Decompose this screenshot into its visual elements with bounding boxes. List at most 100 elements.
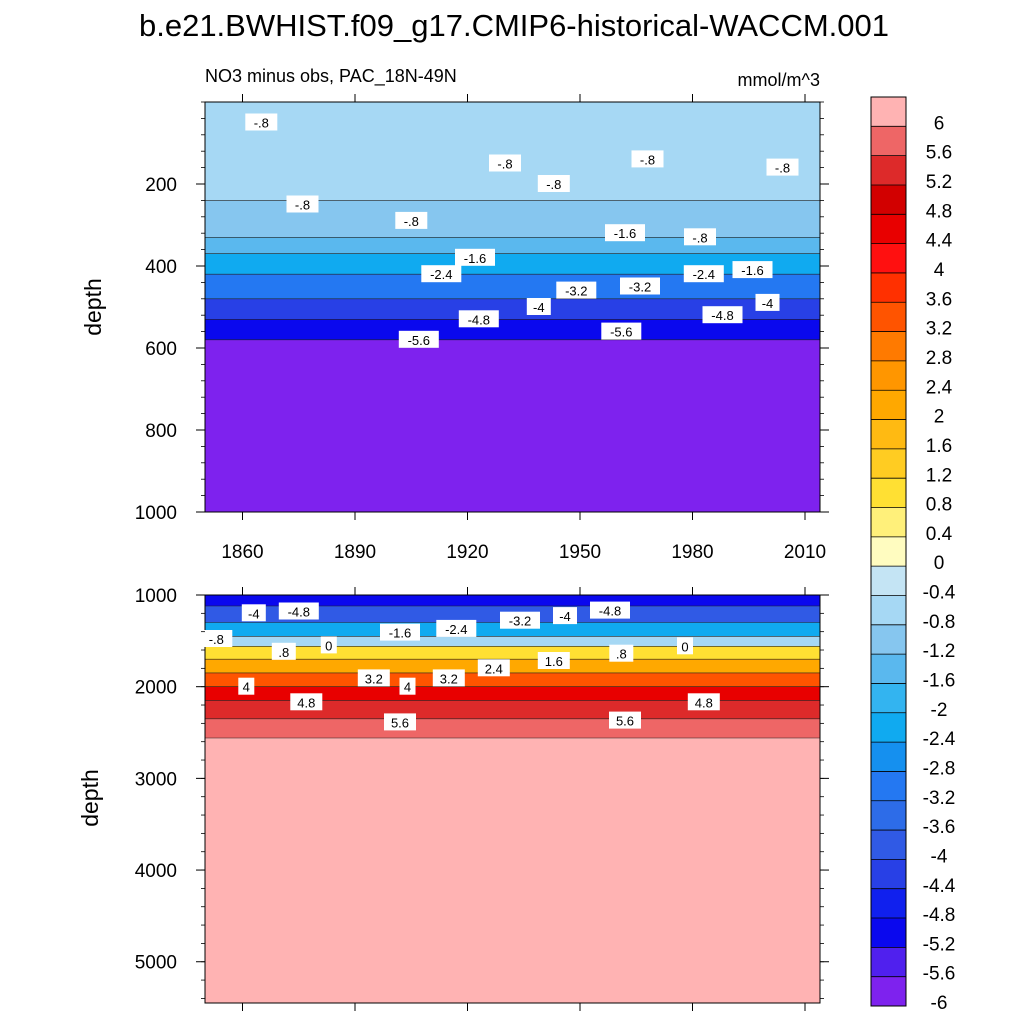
panel2-layer-10 [205,738,820,1003]
panel2-layer-8 [205,700,820,719]
colorbar-swatch-13 [871,478,906,508]
colorbar-swatch-20 [871,683,906,714]
panel1-layer-0 [205,102,820,201]
panel1-contour-label-13: -3.2 [556,281,597,299]
panel1-contour-label-4: -.8 [537,175,570,192]
colorbar-swatch-24 [871,800,906,831]
panel2-contour-label-12: 1.6 [537,652,570,669]
colorbar-label-30: -6 [931,993,948,1014]
panel1-contour-label-0: -.8 [245,113,278,131]
svg-text:-4.8: -4.8 [468,312,490,327]
svg-text:3.2: 3.2 [365,671,383,686]
panel1-contour-label-20: -5.6 [601,322,642,340]
svg-text:-5.6: -5.6 [610,325,632,340]
svg-text:-.8: -.8 [775,161,790,176]
panel1-layer-4 [205,274,820,299]
panel2-ytick-label-4: 5000 [135,953,177,974]
svg-text:5.6: 5.6 [616,714,634,729]
panel2-ytick-label-2: 3000 [135,769,177,790]
panel1-contour-label-6: -.8 [684,228,716,246]
panel1-ytick-label-2: 600 [145,339,177,360]
colorbar-label-4: 4.4 [926,231,953,252]
xtick-label-0: 1860 [221,542,263,563]
svg-text:-1.6: -1.6 [464,251,486,266]
svg-text:4.8: 4.8 [695,695,713,710]
colorbar-swatch-2 [871,155,906,186]
panel1-contour-label-5: -.8 [631,150,664,168]
colorbar-swatch-7 [871,302,906,332]
panel1-layer-3 [205,253,820,275]
colorbar-swatch-4 [871,214,906,245]
panel2-contour-label-6: -2.4 [436,619,477,637]
panel2-contour-label-0: -4 [241,604,266,622]
svg-text:-2.4: -2.4 [445,622,467,637]
colorbar-label-26: -4.4 [923,876,956,897]
svg-text:4.8: 4.8 [297,695,315,710]
panel2-contour-label-14: 3.2 [357,669,390,687]
svg-text:-1.6: -1.6 [741,263,763,278]
colorbar-label-2: 5.2 [926,172,952,193]
colorbar-label-25: -4 [931,847,948,868]
svg-text:.8: .8 [278,645,289,660]
colorbar-swatch-29 [871,947,906,978]
colorbar-label-16: -0.4 [923,583,956,604]
panel2-layer-7 [205,686,820,701]
panel2-contour-label-7: -3.2 [500,611,540,629]
svg-text:3.2: 3.2 [440,671,458,686]
panel1-contour-label-10: -1.6 [732,261,773,279]
colorbar-swatch-23 [871,771,906,802]
panel2-plot: -4 -4.8 -.8 0 .8 -1.6 -2.4 -3.2 -4 -4.8 0 .8 1.6 2.4 3… [135,586,829,1011]
svg-text:-4: -4 [559,609,571,624]
svg-text:5.6: 5.6 [391,715,409,730]
panel2-ytick-label-0: 1000 [135,586,177,607]
colorbar-swatch-3 [871,184,906,215]
panel2-contour-label-11: .8 [609,644,634,662]
svg-text:-3.2: -3.2 [629,280,651,295]
panel2-contour-label-8: -4 [553,607,577,625]
panel1-layer-7 [205,339,820,512]
panel1-layer-2 [205,237,820,254]
colorbar-label-13: 0.8 [926,495,952,516]
svg-text:-1.6: -1.6 [389,626,411,641]
colorbar-label-28: -5.2 [923,934,956,955]
colorbar-swatch-10 [871,390,906,420]
colorbar-label-11: 1.6 [926,436,952,457]
colorbar-swatch-1 [871,126,906,157]
svg-text:-.8: -.8 [295,198,310,213]
svg-text:-.8: -.8 [640,152,655,167]
colorbar-label-15: 0 [934,553,945,574]
panel1-contour-label-7: -.8 [766,158,799,176]
colorbar-swatch-12 [871,448,906,479]
panel1-contour-label-18: -4.8 [702,306,743,324]
colorbar-swatch-14 [871,507,906,538]
svg-text:-4.8: -4.8 [288,605,310,620]
panel1-contour-label-17: -4.8 [458,310,499,328]
panel1-contour-label-8: -1.6 [455,248,495,266]
colorbar-label-21: -2.4 [923,729,956,750]
colorbar-swatch-8 [871,331,906,362]
svg-text:-.8: -.8 [497,157,512,172]
panel2-layer-5 [205,659,820,673]
panel1-contour-label-1: -.8 [286,195,319,213]
panel2-layer-6 [205,672,820,687]
colorbar-swatch-27 [871,888,906,919]
colorbar-swatch-6 [871,272,906,303]
colorbar-label-5: 4 [934,260,945,281]
colorbar-swatch-22 [871,742,906,772]
svg-text:-4: -4 [248,606,260,621]
colorbar-swatch-26 [871,859,906,890]
panel2-contour-label-17: 4 [399,677,416,695]
panel2-contour-label-20: 5.6 [384,713,416,731]
svg-text:2.4: 2.4 [485,661,503,676]
colorbar-swatch-30 [871,976,906,1007]
svg-text:0: 0 [681,639,688,654]
svg-text:4: 4 [404,680,411,695]
panel2-contour-label-1: -4.8 [278,602,319,620]
panel2-contour-label-18: 4.8 [290,693,323,711]
colorbar-label-12: 1.2 [926,465,952,486]
colorbar-swatch-0 [871,97,906,127]
panel1-contour-label-2: -.8 [395,211,428,229]
chart-title: b.e21.BWHIST.f09_g17.CMIP6-historical-WA… [139,8,889,43]
svg-text:-.8: -.8 [692,230,707,245]
colorbar-label-27: -4.8 [923,905,956,926]
